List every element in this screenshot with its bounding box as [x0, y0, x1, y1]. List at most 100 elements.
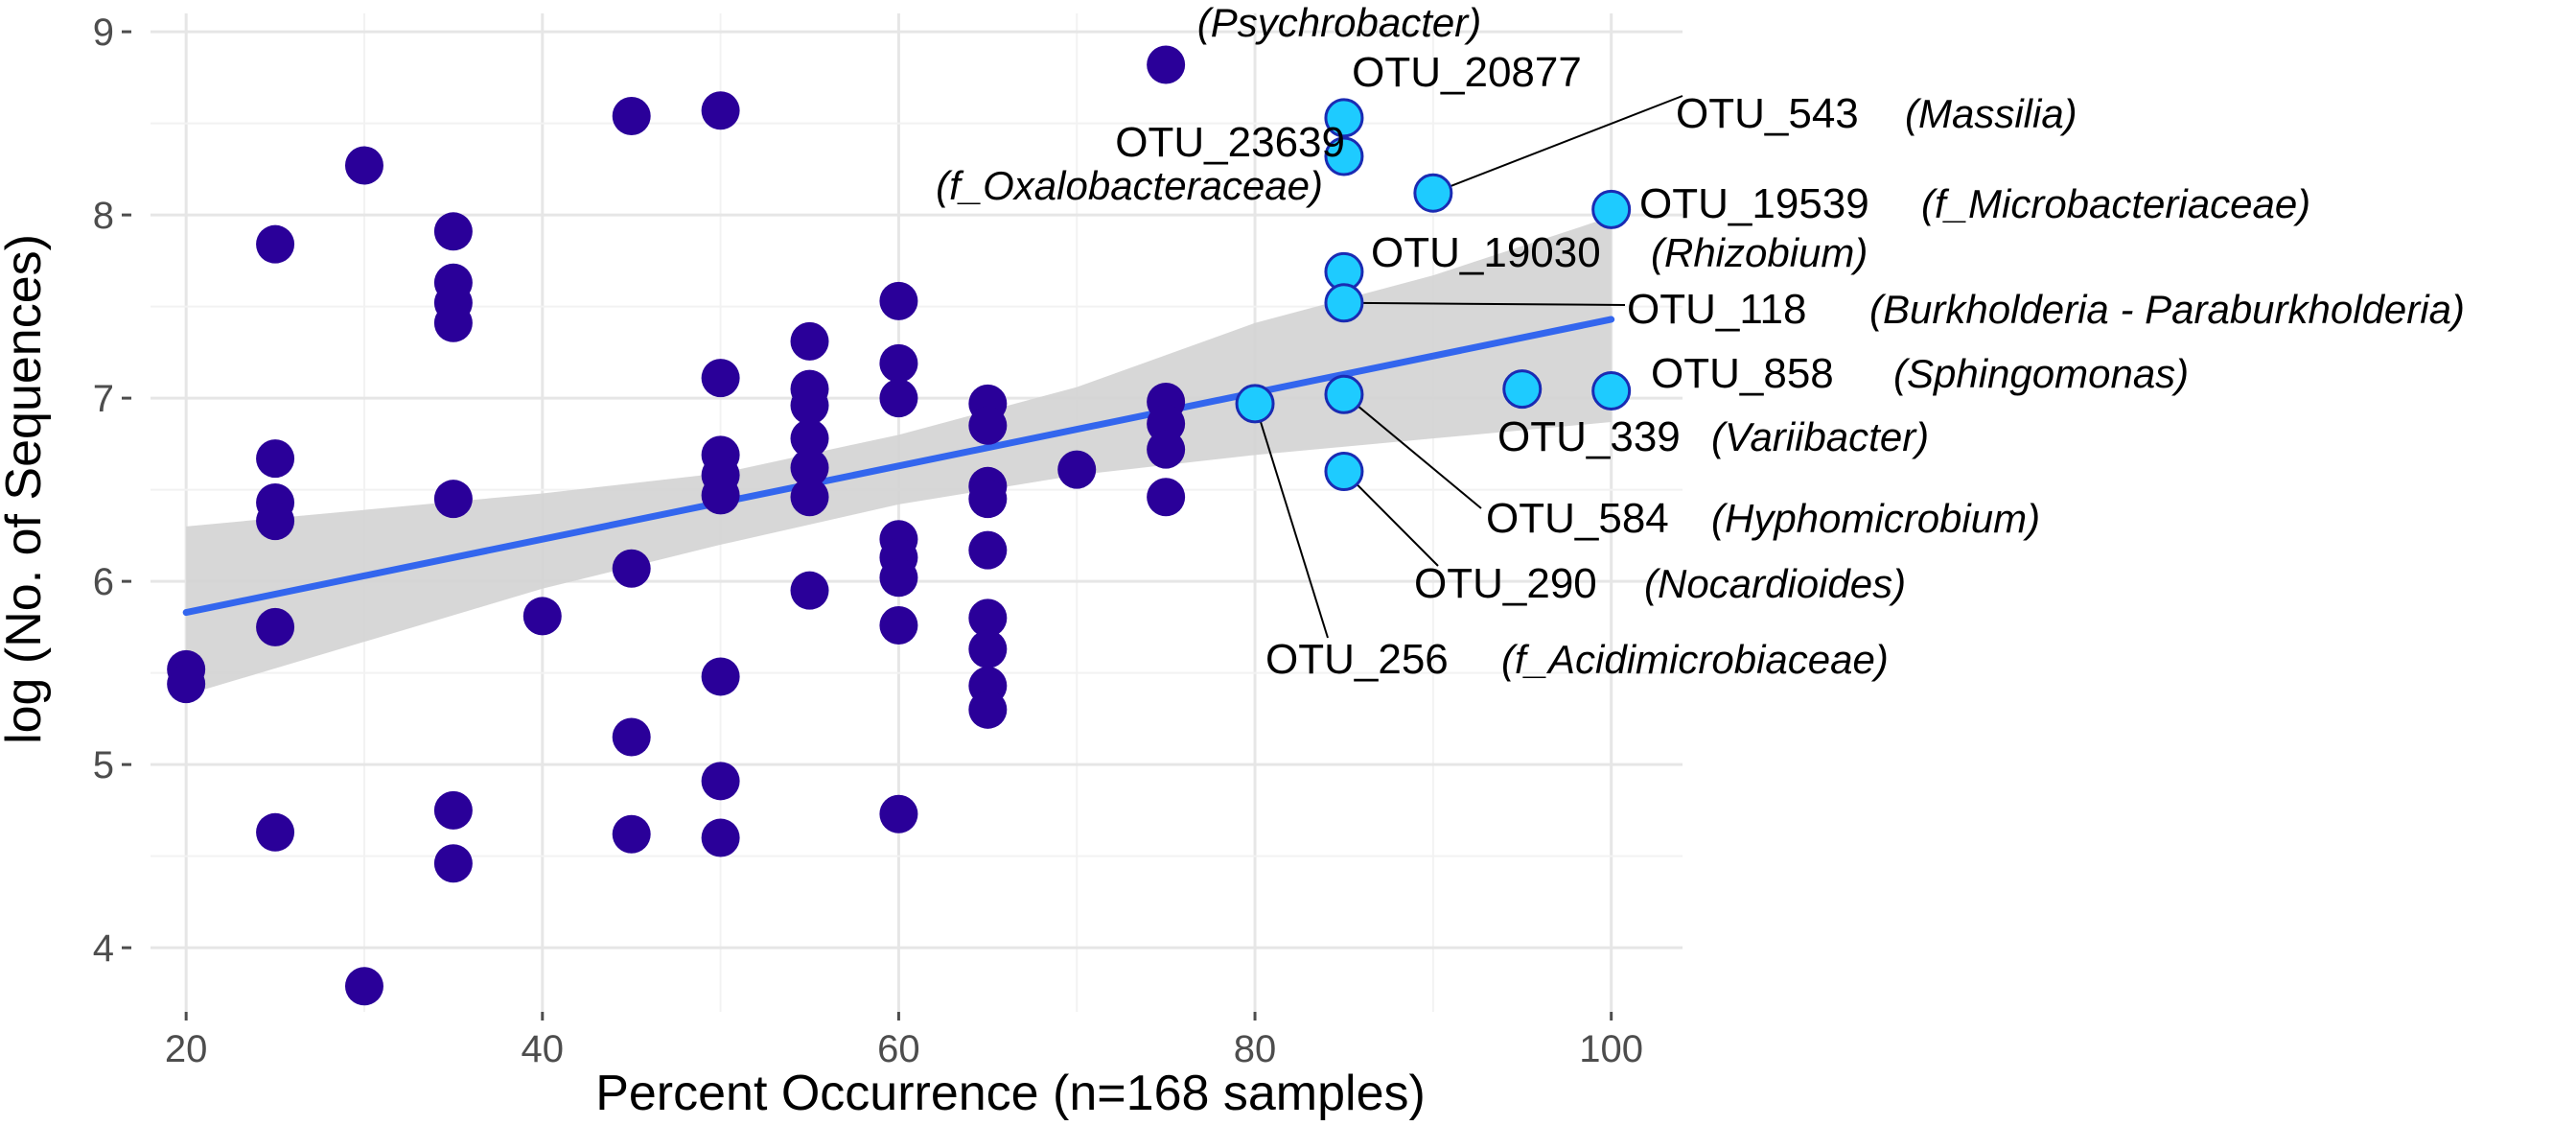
axis-ticks: 20 40 60 80 100 4 5 6 7 8 9	[93, 12, 1643, 1070]
x-tick-label: 100	[1579, 1028, 1643, 1070]
otu-label: OTU_858	[1651, 350, 1834, 397]
data-point	[790, 478, 829, 517]
data-point	[612, 96, 651, 135]
data-point	[1057, 450, 1097, 489]
highlighted-point	[1324, 98, 1364, 138]
data-point	[968, 480, 1008, 519]
taxon-label: (f_Microbacteriaceae)	[1921, 181, 2310, 226]
data-point	[701, 762, 740, 801]
data-point	[612, 814, 651, 854]
y-tick-label: 9	[93, 12, 114, 54]
otu-label: OTU_20877	[1352, 49, 1582, 96]
annotation-leaders	[1254, 95, 1683, 639]
leader-line	[1254, 403, 1329, 639]
data-points	[167, 45, 1632, 1006]
taxon-label: (Variibacter)	[1711, 414, 1929, 459]
data-point	[344, 967, 383, 1006]
data-point	[433, 480, 473, 519]
leader-line	[1343, 301, 1626, 306]
otu-label: OTU_543	[1676, 90, 1859, 137]
highlighted-point	[1502, 369, 1543, 410]
x-tick-label: 20	[165, 1028, 208, 1070]
highlighted-point	[1591, 189, 1632, 229]
data-point	[790, 386, 829, 425]
y-tick-label: 7	[93, 378, 114, 420]
x-tick-label: 60	[877, 1028, 920, 1070]
x-tick-label: 80	[1234, 1028, 1277, 1070]
data-point	[790, 419, 829, 458]
x-tick-label: 40	[522, 1028, 565, 1070]
x-axis-title: Percent Occurrence (n=168 samples)	[595, 1066, 1426, 1121]
otu-label: OTU_118	[1627, 286, 1807, 333]
annotation-labels: OTU_20877(Psychrobacter) OTU_23639(f_Oxal…	[936, 0, 2465, 683]
data-point	[256, 224, 295, 264]
data-point	[879, 794, 918, 833]
highlighted-point	[1324, 374, 1364, 414]
y-tick-label: 8	[93, 195, 114, 237]
data-point	[701, 359, 740, 398]
data-point	[701, 818, 740, 857]
leader-line	[1432, 95, 1683, 195]
taxon-label: (Rhizobium)	[1651, 230, 1868, 275]
regression-line	[182, 316, 1615, 617]
data-point	[790, 571, 829, 610]
data-point	[1147, 430, 1186, 469]
data-point	[968, 690, 1008, 729]
data-point	[879, 281, 918, 320]
taxon-label: (Hyphomicrobium)	[1711, 496, 2040, 541]
y-tick-label: 6	[93, 561, 114, 603]
data-point	[879, 343, 918, 383]
highlighted-point	[1324, 452, 1364, 492]
otu-label: OTU_19539	[1639, 180, 1869, 227]
data-point	[968, 629, 1008, 669]
otu-label: OTU_339	[1497, 413, 1681, 460]
data-point	[790, 448, 829, 487]
highlighted-point	[1324, 283, 1364, 323]
data-point	[790, 321, 829, 361]
data-point	[879, 558, 918, 598]
confidence-ribbon	[186, 217, 1612, 695]
confidence-band	[186, 217, 1612, 695]
data-point	[256, 439, 295, 479]
data-point	[1147, 478, 1186, 517]
data-point	[968, 598, 1008, 638]
data-point	[879, 605, 918, 645]
data-point	[522, 597, 562, 636]
data-point	[256, 607, 295, 646]
data-point	[879, 379, 918, 418]
leader-line	[1343, 393, 1482, 509]
taxon-label: (Nocardioides)	[1644, 561, 1906, 606]
data-point	[256, 812, 295, 852]
otu-label: OTU_584	[1486, 495, 1669, 542]
data-point	[701, 476, 740, 515]
taxon-label: (f_Oxalobacteraceae)	[936, 163, 1323, 208]
highlighted-point	[1413, 173, 1453, 213]
fit-line	[182, 316, 1615, 617]
data-point	[968, 530, 1008, 570]
data-point	[167, 665, 206, 704]
data-point	[433, 303, 473, 342]
data-point	[1147, 45, 1186, 84]
data-point	[701, 91, 740, 130]
y-tick-label: 5	[93, 744, 114, 786]
data-point	[612, 717, 651, 757]
data-point	[433, 212, 473, 251]
highlighted-point	[1324, 136, 1364, 176]
y-tick-label: 4	[93, 927, 114, 970]
highlighted-point	[1235, 384, 1275, 424]
data-point	[701, 657, 740, 696]
leader-line	[1343, 470, 1439, 567]
otu-label: OTU_256	[1265, 636, 1449, 683]
data-point	[433, 790, 473, 830]
otu-label: OTU_23639	[1115, 119, 1345, 166]
y-axis-title: log (No. of Sequences)	[0, 234, 52, 744]
data-point	[433, 844, 473, 883]
otu-label: OTU_19030	[1371, 229, 1601, 276]
data-point	[256, 502, 295, 541]
taxon-label: (f_Acidimicrobiaceae)	[1501, 637, 1889, 682]
data-point	[612, 549, 651, 588]
data-point	[968, 406, 1008, 445]
taxon-label: (Psychrobacter)	[1197, 0, 1481, 45]
taxon-label: (Sphingomonas)	[1893, 351, 2189, 396]
otu-label: OTU_290	[1414, 560, 1597, 607]
